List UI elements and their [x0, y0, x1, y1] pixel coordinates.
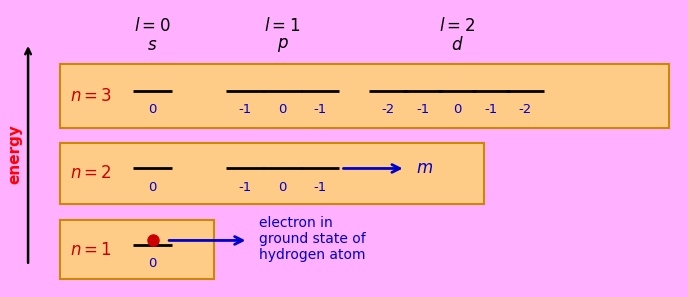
- Text: -1: -1: [314, 103, 327, 116]
- Text: -2: -2: [382, 103, 395, 116]
- Text: energy: energy: [7, 124, 22, 184]
- Text: -1: -1: [238, 103, 252, 116]
- Text: 0: 0: [278, 181, 287, 194]
- Text: $n = 3$: $n = 3$: [70, 87, 112, 105]
- Text: $l = 1$: $l = 1$: [264, 17, 301, 34]
- Text: -1: -1: [314, 181, 327, 194]
- Text: 0: 0: [149, 103, 157, 116]
- Text: $l = 0$: $l = 0$: [134, 17, 171, 34]
- FancyBboxPatch shape: [61, 220, 214, 279]
- Text: -1: -1: [416, 103, 429, 116]
- Text: $n = 2$: $n = 2$: [70, 165, 112, 182]
- FancyBboxPatch shape: [61, 143, 484, 204]
- Text: $d$: $d$: [451, 36, 463, 53]
- Text: 0: 0: [278, 103, 287, 116]
- Text: $m$: $m$: [416, 159, 433, 178]
- Text: electron in
ground state of
hydrogen atom: electron in ground state of hydrogen ato…: [259, 216, 365, 262]
- Text: 0: 0: [149, 181, 157, 194]
- Text: -2: -2: [519, 103, 532, 116]
- Text: 0: 0: [453, 103, 461, 116]
- Text: -1: -1: [238, 181, 252, 194]
- Text: $n = 1$: $n = 1$: [70, 241, 112, 258]
- Text: -1: -1: [484, 103, 497, 116]
- Text: $s$: $s$: [147, 36, 158, 53]
- Text: $p$: $p$: [277, 36, 288, 53]
- FancyBboxPatch shape: [61, 64, 669, 128]
- Text: $l = 2$: $l = 2$: [439, 17, 475, 34]
- Text: 0: 0: [149, 257, 157, 270]
